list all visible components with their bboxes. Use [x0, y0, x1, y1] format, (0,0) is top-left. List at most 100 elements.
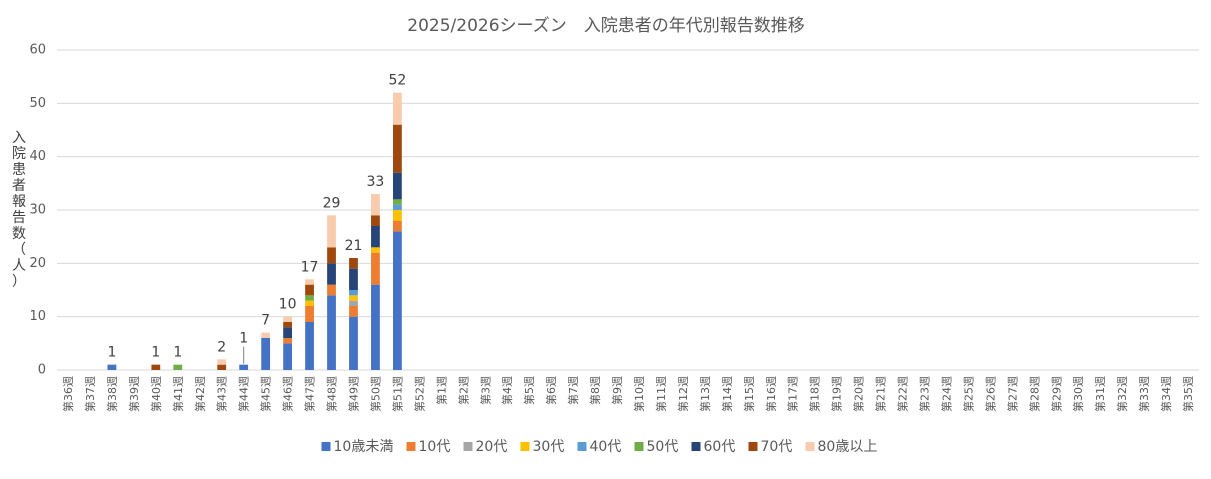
bar-segment [107, 364, 117, 370]
x-tick-label: 第42週 [193, 376, 207, 412]
bar-segment [393, 199, 402, 205]
bar-segment [393, 92, 402, 125]
legend-swatch [805, 442, 815, 451]
x-tick-label: 第38週 [105, 376, 119, 412]
y-tick-label: 50 [29, 96, 46, 111]
bar-segment [173, 364, 183, 370]
x-tick-label: 第5週 [522, 376, 536, 405]
x-tick-label: 第21週 [874, 376, 888, 412]
bar-segment [349, 306, 358, 317]
x-tick-label: 第43週 [215, 376, 229, 412]
data-label: 21 [345, 238, 363, 254]
x-tick-label: 第39週 [127, 376, 141, 412]
x-tick-label: 第49週 [346, 376, 360, 412]
x-tick-label: 第52週 [412, 376, 426, 412]
bar-segment [305, 279, 314, 285]
x-tick-label: 第8週 [588, 376, 602, 405]
chart-title: 2025/2026シーズン 入院患者の年代別報告数推移 [407, 16, 804, 36]
y-axis-label-char: 者 [12, 178, 26, 194]
x-tick-label: 第17週 [786, 376, 800, 412]
x-tick-label: 第28週 [1027, 376, 1041, 412]
bar-segment [217, 359, 227, 365]
bar-segment [261, 332, 271, 338]
bar-segment [327, 284, 336, 296]
x-tick-label: 第11週 [654, 376, 668, 412]
bar-segment [283, 316, 292, 322]
bar-segment [239, 364, 249, 370]
x-tick-label: 第29週 [1049, 376, 1063, 412]
x-tick-label: 第18週 [808, 376, 822, 412]
legend-label: 10代 [419, 439, 451, 455]
x-tick-label: 第46週 [281, 376, 295, 412]
y-axis-label-char: ） [12, 274, 26, 290]
x-tick-label: 第35週 [1181, 376, 1195, 412]
legend-swatch [406, 442, 416, 451]
legend-label: 30代 [533, 439, 565, 455]
bar-segment [305, 322, 314, 370]
legend-swatch [463, 442, 473, 451]
legend-swatch [321, 442, 331, 451]
x-tick-label: 第26週 [983, 376, 997, 412]
legend-label: 50代 [647, 439, 679, 455]
y-axis-label-char: 患 [12, 162, 26, 178]
y-axis-label-char: （ [12, 242, 26, 258]
bar-segment [349, 268, 358, 290]
data-label: 1 [173, 345, 182, 361]
x-tick-label: 第40週 [149, 376, 163, 412]
bar-segment [349, 295, 358, 301]
x-tick-label: 第13週 [698, 376, 712, 412]
x-axis-ticks: 第36週 第37週 第38週 第39週 第40週 第41週 第42週 第43週 第44週 第45週… [61, 376, 1195, 412]
x-tick-label: 第31週 [1093, 376, 1107, 412]
bar-segment [393, 124, 402, 173]
x-tick-label: 第1週 [434, 376, 448, 405]
legend-label: 80歳以上 [818, 439, 878, 455]
x-tick-label: 第32週 [1115, 376, 1129, 412]
bar-segment [283, 327, 292, 338]
legend-swatch [634, 442, 644, 451]
x-tick-label: 第34週 [1159, 376, 1173, 412]
bar-segment [393, 210, 402, 221]
x-tick-label: 第7週 [566, 376, 580, 405]
y-axis-label-char: 告 [12, 210, 26, 226]
bar-segment [283, 338, 292, 344]
data-label: 1 [239, 331, 248, 347]
y-tick-label: 60 [29, 43, 46, 58]
bar-segment [393, 220, 402, 232]
data-label: 52 [388, 73, 406, 89]
x-tick-label: 第2週 [456, 376, 470, 405]
y-axis-label-char: 人 [12, 258, 26, 274]
x-tick-label: 第41週 [171, 376, 185, 412]
bar-segment [305, 300, 314, 306]
y-tick-label: 0 [38, 363, 46, 378]
y-tick-label: 30 [29, 203, 46, 218]
bar-segment [349, 258, 358, 269]
bar-segment [305, 295, 314, 301]
y-tick-label: 40 [29, 149, 46, 164]
y-tick-label: 10 [29, 309, 46, 324]
x-tick-label: 第27週 [1005, 376, 1019, 412]
x-tick-label: 第3週 [478, 376, 492, 405]
x-tick-label: 第25週 [961, 376, 975, 412]
legend-label: 20代 [476, 439, 508, 455]
legend-label: 10歳未満 [334, 439, 394, 455]
bar-segment [305, 284, 314, 296]
legend-swatch [577, 442, 587, 451]
data-label: 1 [151, 345, 160, 361]
bar-segment [283, 322, 292, 328]
x-tick-label: 第48週 [325, 376, 339, 412]
bar-segment [305, 306, 314, 322]
x-tick-label: 第45週 [259, 376, 273, 412]
x-tick-label: 第44週 [237, 376, 251, 412]
x-tick-label: 第20週 [852, 376, 866, 412]
bar-segment [261, 338, 271, 370]
bar-segment [393, 231, 402, 370]
x-tick-label: 第47週 [303, 376, 317, 412]
x-tick-label: 第15週 [742, 376, 756, 412]
data-label: 2 [217, 339, 226, 355]
x-tick-label: 第24週 [939, 376, 953, 412]
bar-segment [371, 194, 380, 216]
legend-label: 40代 [590, 439, 622, 455]
bar-segment [151, 364, 161, 370]
